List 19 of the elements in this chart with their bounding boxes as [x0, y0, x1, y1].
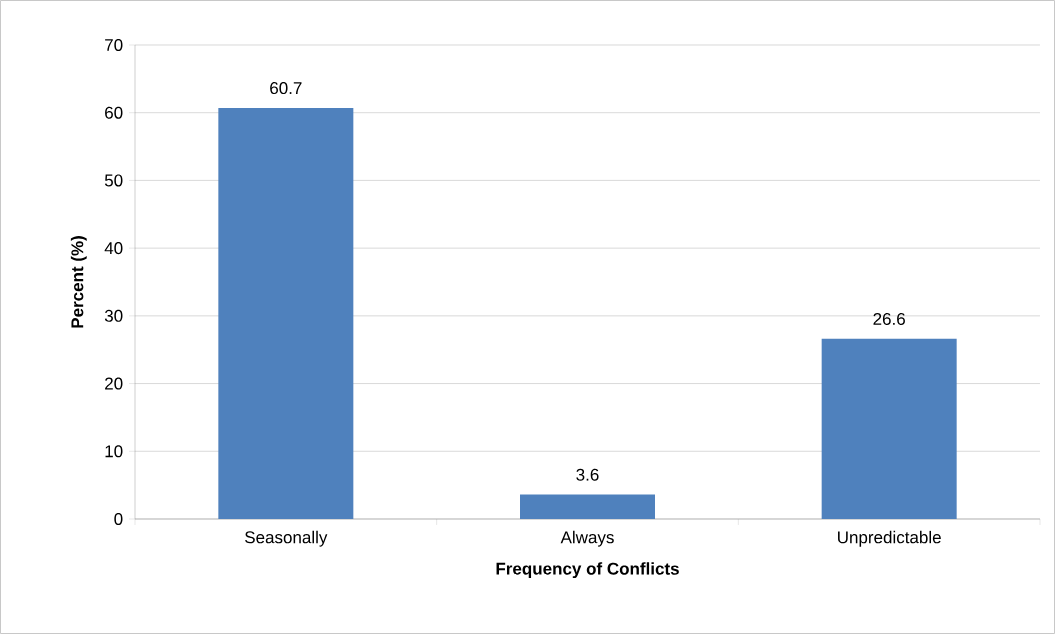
- y-tick-label: 20: [105, 377, 123, 390]
- data-label: 60.7: [270, 82, 302, 95]
- y-tick-label: 10: [105, 445, 123, 458]
- y-tick-label: 60: [105, 106, 123, 119]
- y-tick-label: 30: [104, 309, 123, 322]
- x-axis-title: Frequency of Conflicts: [496, 562, 679, 579]
- data-label: 26.6: [873, 312, 905, 326]
- bar: [218, 107, 354, 519]
- data-label: 3.6: [576, 468, 599, 481]
- x-tick-label: Always: [560, 530, 614, 547]
- y-axis-title: Percent (%): [70, 236, 87, 328]
- y-tick-label: 50: [104, 174, 123, 187]
- x-tick-label: Seasonally: [245, 530, 328, 547]
- x-tick-label: Unpredictable: [838, 530, 941, 547]
- y-tick-label: 40: [104, 242, 123, 255]
- bar: [821, 338, 957, 519]
- y-tick-label: 0: [114, 512, 123, 526]
- bar: [520, 494, 655, 519]
- y-tick-label: 70: [105, 38, 123, 52]
